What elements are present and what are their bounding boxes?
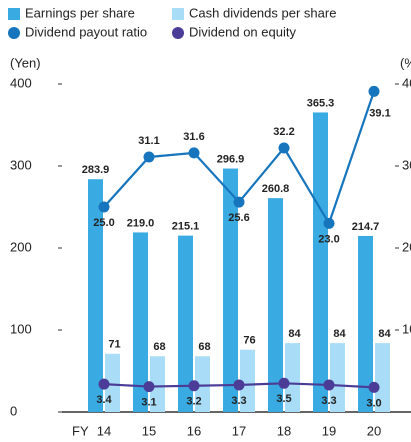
bar bbox=[133, 232, 148, 412]
data-label: 215.1 bbox=[172, 221, 200, 233]
point bbox=[233, 379, 245, 391]
data-label: 71 bbox=[108, 339, 120, 351]
data-label: 260.8 bbox=[262, 183, 290, 195]
bar bbox=[178, 235, 193, 412]
legend-label: Cash dividends per share bbox=[189, 5, 336, 20]
data-label: 296.9 bbox=[217, 153, 245, 165]
y-tick-label: 200 bbox=[10, 239, 32, 254]
data-label: 32.2 bbox=[273, 126, 294, 138]
bar bbox=[150, 356, 165, 412]
data-label: 3.4 bbox=[96, 394, 112, 406]
point bbox=[98, 201, 110, 213]
data-label: 25.0 bbox=[93, 217, 114, 229]
y-tick-label: 100 bbox=[10, 321, 32, 336]
data-label: 76 bbox=[243, 335, 255, 347]
data-label: 31.1 bbox=[138, 135, 159, 147]
x-tick-label: 20 bbox=[367, 423, 381, 438]
legend-swatch bbox=[8, 8, 20, 20]
x-tick-label: 14 bbox=[97, 423, 111, 438]
x-tick-label: 16 bbox=[187, 423, 201, 438]
data-label: 68 bbox=[153, 341, 165, 353]
legend-label: Dividend on equity bbox=[189, 24, 296, 39]
y2-tick-label: 10 bbox=[402, 321, 411, 336]
legend-swatch bbox=[172, 27, 184, 39]
point bbox=[323, 379, 335, 391]
bar bbox=[285, 343, 300, 412]
data-label: 84 bbox=[288, 328, 301, 340]
x-tick-label: 17 bbox=[232, 423, 246, 438]
bar bbox=[375, 343, 390, 412]
y-tick-label: 0 bbox=[10, 403, 17, 418]
y-axis-label: (Yen) bbox=[10, 55, 41, 70]
y2-axis-label: (%) bbox=[400, 55, 411, 70]
bar bbox=[223, 168, 238, 412]
data-label: 84 bbox=[378, 328, 391, 340]
point bbox=[323, 217, 335, 229]
data-label: 3.3 bbox=[321, 395, 336, 407]
data-label: 84 bbox=[333, 328, 346, 340]
point bbox=[278, 142, 290, 154]
data-label: 39.1 bbox=[369, 107, 390, 119]
data-label: 283.9 bbox=[82, 164, 110, 176]
data-label: 3.2 bbox=[186, 396, 201, 408]
bar bbox=[313, 112, 328, 412]
data-label: 3.0 bbox=[366, 397, 381, 409]
y2-tick-label: 30 bbox=[402, 157, 411, 172]
data-label: 25.6 bbox=[228, 212, 249, 224]
legend-swatch bbox=[8, 27, 20, 39]
data-label: 365.3 bbox=[307, 97, 335, 109]
y2-tick-label: 40 bbox=[402, 75, 411, 90]
x-tick-label: 19 bbox=[322, 423, 336, 438]
point bbox=[188, 380, 200, 392]
data-label: 219.0 bbox=[127, 217, 155, 229]
bar bbox=[240, 349, 255, 412]
bar bbox=[105, 353, 120, 412]
data-label: 23.0 bbox=[318, 233, 339, 245]
x-tick-label: 18 bbox=[277, 423, 291, 438]
bar bbox=[330, 343, 345, 412]
bar bbox=[358, 235, 373, 412]
y-tick-label: 400 bbox=[10, 75, 32, 90]
point bbox=[278, 377, 290, 389]
y2-tick-label: 20 bbox=[402, 239, 411, 254]
point bbox=[98, 378, 110, 390]
point bbox=[143, 381, 155, 393]
data-label: 3.3 bbox=[231, 395, 246, 407]
point bbox=[368, 85, 380, 97]
bar bbox=[195, 356, 210, 412]
y-tick-label: 300 bbox=[10, 157, 32, 172]
legend-label: Earnings per share bbox=[25, 5, 135, 20]
point bbox=[143, 151, 155, 163]
x-tick-label: 15 bbox=[142, 423, 156, 438]
data-label: 3.5 bbox=[276, 393, 291, 405]
bar bbox=[268, 198, 283, 412]
legend-label: Dividend payout ratio bbox=[25, 24, 147, 39]
bar bbox=[88, 179, 103, 412]
data-label: 68 bbox=[198, 341, 210, 353]
x-axis-label: FY bbox=[72, 423, 89, 438]
point bbox=[233, 196, 245, 208]
point bbox=[188, 147, 200, 159]
legend-swatch bbox=[172, 8, 184, 20]
data-label: 3.1 bbox=[141, 396, 156, 408]
point bbox=[368, 381, 380, 393]
data-label: 31.6 bbox=[183, 131, 204, 143]
data-label: 214.7 bbox=[352, 221, 380, 233]
